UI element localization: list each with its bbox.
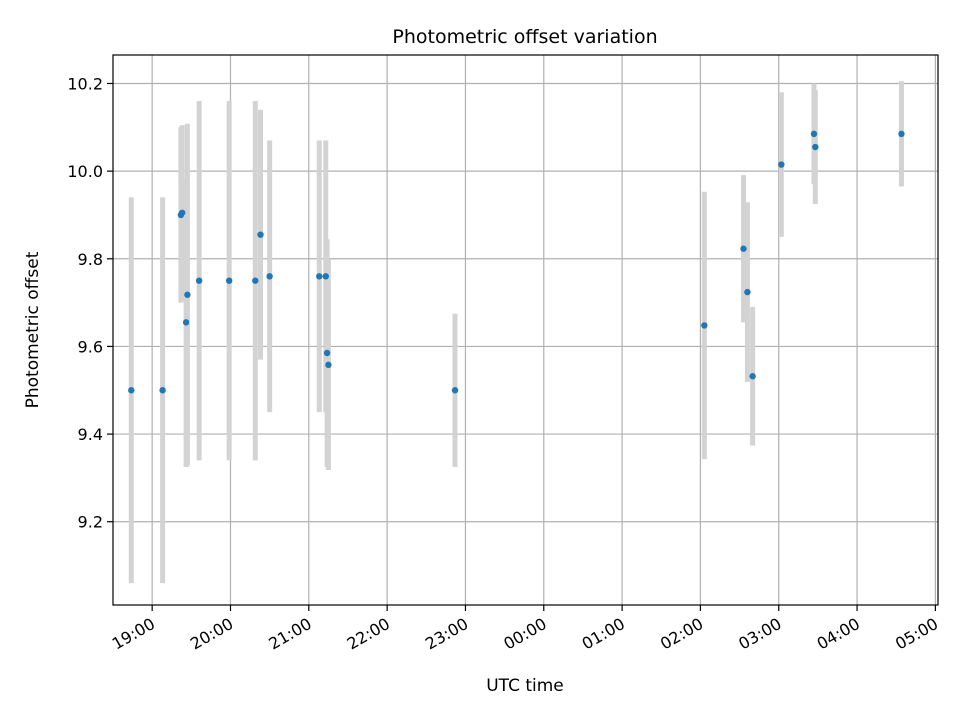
data-points	[128, 130, 905, 394]
y-tick-label: 10.2	[67, 74, 103, 93]
data-point	[323, 349, 331, 357]
data-point	[184, 291, 191, 298]
y-tick-label: 9.8	[78, 250, 103, 269]
data-point	[252, 277, 259, 284]
data-point	[451, 387, 459, 394]
data-point	[744, 288, 751, 296]
plot-frame	[112, 54, 939, 606]
y-tick-label: 9.6	[78, 337, 103, 356]
y-tick-label: 9.2	[78, 513, 103, 532]
y-tick-label: 9.4	[78, 425, 103, 444]
data-point	[778, 161, 785, 168]
data-point	[325, 361, 332, 369]
data-point	[195, 277, 203, 284]
data-point	[322, 273, 329, 280]
data-point	[257, 231, 264, 238]
y-axis-ticks: 9.2 9.4 9.6 9.8 10.0 10.2	[67, 74, 113, 532]
data-point	[898, 130, 905, 138]
data-point	[266, 273, 273, 280]
x-axis-title: UTC time	[486, 676, 564, 696]
data-point	[178, 209, 186, 216]
data-point	[749, 373, 756, 380]
grid-lines	[113, 55, 938, 605]
data-point	[810, 130, 818, 138]
chart-title: Photometric offset variation	[392, 26, 657, 48]
data-point	[316, 273, 323, 280]
data-point	[812, 143, 819, 151]
y-axis-title: Photometric offset	[23, 251, 43, 408]
data-point	[128, 387, 135, 394]
data-point	[225, 277, 233, 284]
data-point	[182, 319, 190, 326]
data-point	[159, 387, 166, 394]
data-point	[740, 245, 747, 252]
data-point	[701, 322, 708, 329]
y-tick-label: 10.0	[67, 162, 103, 181]
